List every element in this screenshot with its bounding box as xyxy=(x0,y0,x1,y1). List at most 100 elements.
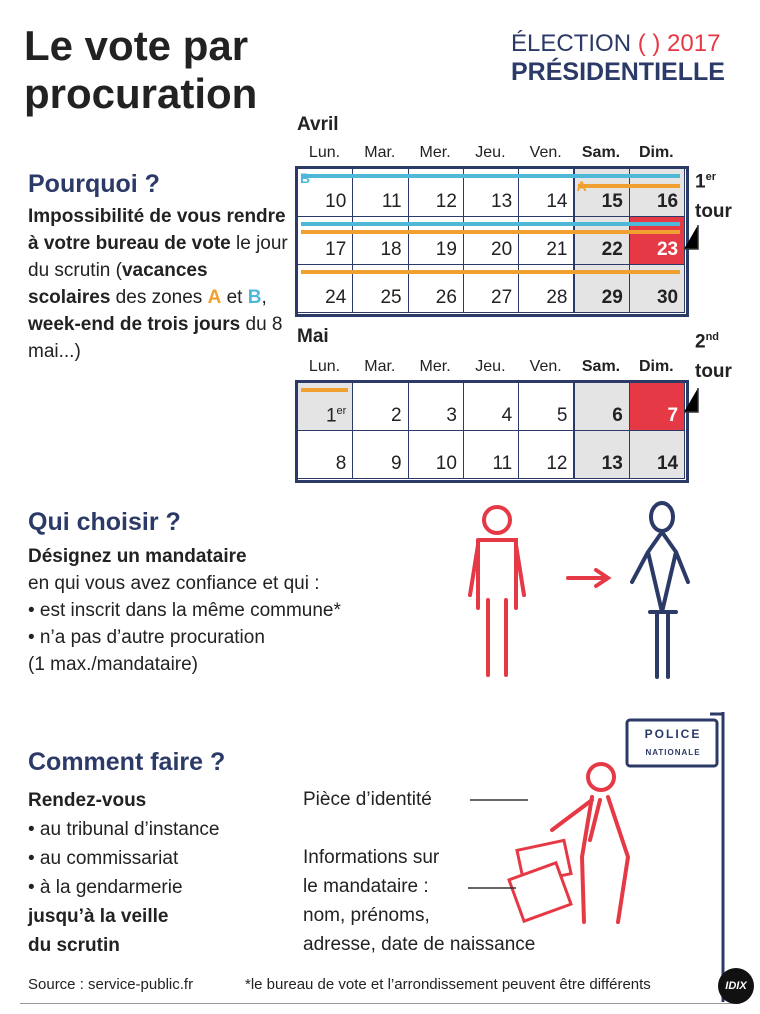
round-number: 1 xyxy=(695,171,706,193)
calendar-frame xyxy=(295,166,690,317)
weekday: Mer. xyxy=(419,144,451,161)
who-line: (1 max./mandataire) xyxy=(28,654,199,675)
id-label: Pièce d’identité xyxy=(303,786,432,813)
day-cell: 10 xyxy=(407,430,464,479)
why-segment: et xyxy=(221,287,248,308)
weekday: Jeu. xyxy=(475,358,506,375)
round-sup: er xyxy=(705,171,716,183)
weekday: Mar. xyxy=(364,358,396,375)
round-label: 2nd tour xyxy=(695,322,732,387)
weekday: Lun. xyxy=(308,144,341,161)
day-number: 3 xyxy=(446,405,457,426)
title-line: Le vote par xyxy=(24,22,249,69)
why-segment: , xyxy=(261,287,267,308)
day-number: 12 xyxy=(546,453,568,474)
why-segment: week-end de trois jours xyxy=(28,314,241,335)
day-number: 5 xyxy=(556,405,568,426)
day-number: 30 xyxy=(656,287,679,308)
day-number: 13 xyxy=(601,453,623,474)
zone-bar xyxy=(301,388,349,392)
day-number: 4 xyxy=(501,405,513,426)
weekday: Dim. xyxy=(638,358,674,375)
weekday: Lun. xyxy=(308,358,341,375)
day-sup: er xyxy=(336,405,347,417)
day-number: 12 xyxy=(435,191,457,212)
day-number: 23 xyxy=(656,239,679,260)
how-line: • au commissariat xyxy=(28,848,179,869)
day-number: 14 xyxy=(656,453,679,474)
zone-bar xyxy=(301,270,681,274)
id-text: Pièce d’identité xyxy=(303,789,432,810)
day-number: 17 xyxy=(325,239,347,260)
weekday: Mar. xyxy=(364,144,396,161)
why-segment: A xyxy=(207,287,222,308)
why-segment: des zones xyxy=(110,287,208,308)
section-heading: Pourquoi ? xyxy=(28,170,160,198)
why-segment: vacances scolaires xyxy=(28,260,208,308)
brand-presidential: PRÉSIDENTIELLE xyxy=(511,58,725,86)
source: Source : service-public.fr xyxy=(28,976,194,993)
round-word: tour xyxy=(695,201,732,223)
weekday: Mer. xyxy=(419,358,451,375)
weekday: Sam. xyxy=(581,144,621,161)
how-lead: Rendez-vous xyxy=(28,790,147,811)
round-ordinal: 2nd xyxy=(695,322,732,357)
round-ordinal: 1er xyxy=(695,162,732,197)
day-number: 10 xyxy=(435,453,457,474)
day-number: 8 xyxy=(335,453,347,474)
zone-bar xyxy=(577,184,681,188)
day-number: 25 xyxy=(380,287,402,308)
day-number: 24 xyxy=(325,287,347,308)
sign-top: POLICE xyxy=(644,727,702,741)
why-segment: Impossibilité de vous rendre à votre bur… xyxy=(28,206,286,254)
day-number: 20 xyxy=(491,239,513,260)
logo: IDIX xyxy=(725,980,747,992)
round-sup: nd xyxy=(705,331,720,343)
day-number: 27 xyxy=(491,287,513,308)
brand-year: 2017 xyxy=(667,30,721,57)
day-number: 15 xyxy=(601,191,623,212)
zone-label: B xyxy=(300,170,311,186)
zone-label: A xyxy=(576,178,587,194)
how-deadline: jusqu’à la veille xyxy=(28,906,169,927)
day-number: 10 xyxy=(325,191,347,212)
day-cell: 12 xyxy=(518,430,575,479)
day-number: 16 xyxy=(656,191,679,212)
day-cell: 6 xyxy=(573,382,630,431)
day-number: 28 xyxy=(546,287,568,308)
weekday: Ven. xyxy=(529,144,562,161)
why-segment: B xyxy=(247,287,262,308)
how-line: • au tribunal d’instance xyxy=(28,819,220,840)
info-label: Informations sur le mandataire : nom, prén… xyxy=(303,843,535,959)
zone-bar xyxy=(301,230,681,234)
info-line: le mandataire : xyxy=(303,876,429,897)
day-number: 13 xyxy=(491,191,513,212)
section-heading: Qui choisir ? xyxy=(28,508,181,536)
day-number: 6 xyxy=(612,405,623,426)
day-cell: 11 xyxy=(462,430,520,479)
why-text: Impossibilité de vous rendre à votre bur… xyxy=(28,203,290,365)
day-number: 1 xyxy=(325,405,337,427)
day-number: 9 xyxy=(391,453,402,474)
day-number: 14 xyxy=(546,191,568,212)
month-label: Avril xyxy=(297,114,339,135)
day-number: 22 xyxy=(601,239,623,260)
who-line: en qui vous avez confiance et qui : xyxy=(28,573,320,594)
day-number: 21 xyxy=(546,239,568,260)
weekday: Dim. xyxy=(638,144,674,161)
why-segment: du 8 mai...) xyxy=(28,314,283,362)
how-line: • à la gendarmerie xyxy=(28,877,183,898)
day-number: 11 xyxy=(492,453,513,474)
day-number: 2 xyxy=(391,405,402,426)
day-cell: 14 xyxy=(628,430,686,479)
day-number: 26 xyxy=(435,287,457,308)
zone-bar xyxy=(301,222,681,226)
day-number: 19 xyxy=(435,239,457,260)
info-line: Informations sur xyxy=(303,847,440,868)
day-cell: 3 xyxy=(407,382,464,431)
info-line: nom, prénoms, xyxy=(303,905,430,926)
who-text: Désignez un mandataire en qui vous avez c… xyxy=(28,543,341,678)
who-line: • est inscrit dans la même commune* xyxy=(28,600,341,621)
